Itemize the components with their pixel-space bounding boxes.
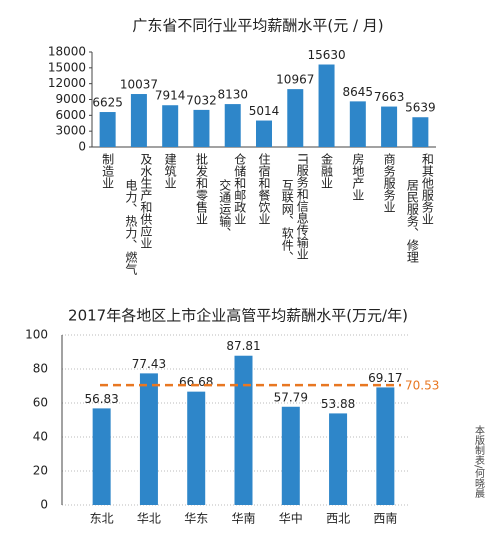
bar (381, 106, 398, 147)
x-tick-label: 东北 (90, 512, 114, 526)
x-tick-label: 房地产业 (351, 152, 365, 201)
value-label: 8645 (343, 85, 374, 99)
y-tick-label: 20 (33, 464, 48, 478)
bar (349, 101, 366, 147)
bar (412, 117, 429, 147)
y-tick-label: 60 (33, 396, 48, 410)
x-tick-label: 制造业 (101, 153, 115, 189)
chart-title: 2017年各地区上市企业高管平均薪酬水平(万元/年) (68, 307, 408, 325)
x-tick-label: 西北 (326, 512, 350, 526)
bar (234, 355, 253, 505)
bar (224, 104, 241, 147)
value-label: 69.17 (368, 371, 402, 385)
x-tick-label: 华东 (184, 512, 208, 526)
x-tick-label: 金融业 (320, 152, 334, 189)
y-tick-label: 3000 (55, 124, 86, 138)
x-tick-label: 商务服务业 (382, 152, 396, 213)
value-label: 10037 (120, 78, 158, 92)
x-tick-label: 电力、热力、燃气 (124, 179, 138, 275)
value-label: 53.88 (321, 397, 355, 411)
value-label: 7032 (186, 93, 217, 107)
y-tick-label: 6000 (55, 108, 86, 122)
bar (99, 112, 116, 147)
bar (318, 64, 335, 147)
x-tick-label: 住宿和餐饮业 (257, 153, 271, 225)
x-tick-label: 建筑业 (163, 153, 177, 189)
value-label: 5639 (405, 101, 436, 115)
x-tick-label: 西南 (373, 511, 397, 526)
bar (187, 391, 206, 505)
reference-label: 70.53 (405, 379, 439, 393)
y-tick-label: 40 (33, 430, 48, 444)
value-label: 6625 (92, 96, 123, 110)
y-tick-label: 9000 (55, 92, 86, 106)
x-tick-label: 华中 (279, 511, 303, 526)
x-tick-label: 居民服务、修理 (405, 179, 419, 263)
x-tick-label: 仓储和邮政业 (233, 153, 247, 225)
x-tick-label: 及水生产和供应业 (139, 153, 153, 249)
value-label: 57.79 (274, 390, 308, 404)
value-label: 87.81 (226, 339, 260, 353)
x-tick-label: 和其他服务业 (420, 153, 434, 225)
x-tick-label: 批发和零售业 (194, 152, 208, 225)
value-label: 10967 (276, 73, 314, 87)
y-tick-label: 12000 (48, 76, 86, 90)
value-label: 7914 (155, 89, 186, 103)
x-tick-label: 互联网、软件、 (280, 179, 294, 263)
bar (162, 105, 179, 147)
y-tick-label: 80 (33, 362, 48, 376)
y-tick-label: 0 (40, 498, 48, 512)
bar (130, 94, 147, 147)
bar (256, 120, 272, 147)
y-tick-label: 100 (25, 328, 48, 342)
bar (193, 109, 210, 147)
value-label: 77.43 (132, 357, 166, 371)
bar (287, 89, 304, 147)
bar (281, 406, 300, 505)
y-tick-label: 18000 (48, 45, 86, 59)
bar (139, 373, 158, 505)
value-label: 66.68 (179, 375, 213, 389)
value-label: 5014 (249, 104, 280, 118)
bar (92, 408, 111, 505)
value-label: 8130 (217, 88, 248, 102)
x-tick-label: 交通运输、 (218, 178, 232, 239)
bar (376, 387, 395, 505)
credit: 本版制表/何晓晨 (473, 424, 485, 499)
value-label: 15630 (307, 48, 345, 62)
x-tick-label: 华南 (231, 511, 255, 526)
x-tick-label: IT服务和信息传输业 (295, 153, 309, 260)
value-label: 56.83 (84, 392, 118, 406)
y-tick-label: 0 (78, 140, 86, 154)
bar (329, 413, 348, 505)
value-label: 7663 (374, 90, 405, 104)
x-tick-label: 华北 (137, 512, 161, 526)
y-tick-label: 15000 (48, 60, 86, 74)
chart-title: 广东省不同行业平均薪酬水平(元 / 月) (132, 17, 383, 35)
